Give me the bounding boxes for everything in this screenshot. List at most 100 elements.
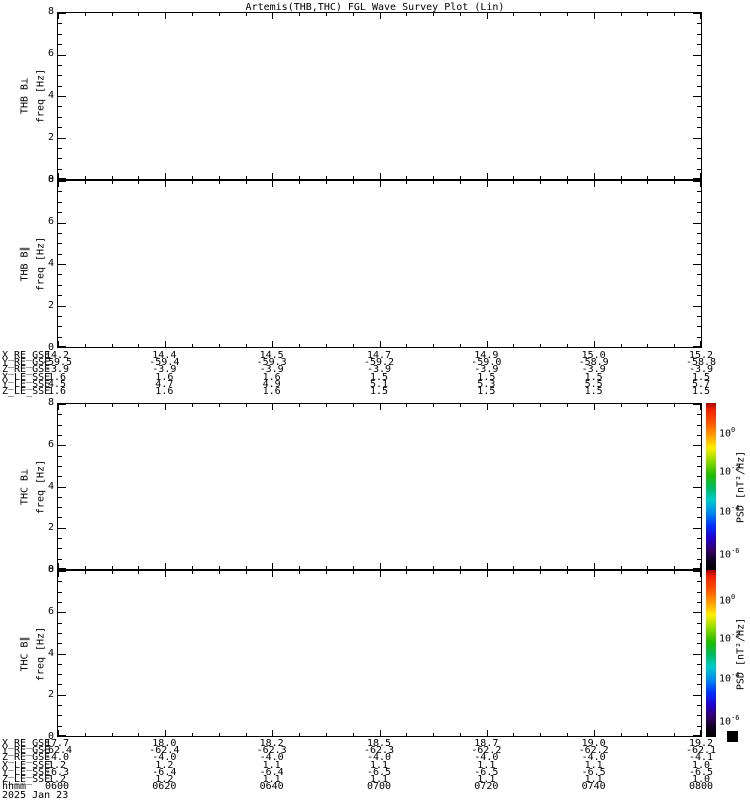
- thb-ephemeris-row-label: X_LE_SSE: [2, 371, 51, 383]
- y-tick-mark: [697, 643, 701, 644]
- x-tick-mark: [353, 176, 354, 179]
- thb-ephemeris-value: -59.3: [256, 357, 287, 369]
- x-tick-mark: [700, 404, 701, 410]
- x-tick-mark: [165, 730, 166, 736]
- thc-ephemeris-value: 1.1: [477, 759, 496, 771]
- x-tick-mark: [246, 571, 247, 574]
- y-tick-mark: [58, 414, 62, 415]
- x-tick-mark: [380, 341, 381, 347]
- y-tick-mark: [697, 592, 701, 593]
- y-tick-mark: [58, 664, 62, 665]
- x-tick-mark: [433, 13, 434, 16]
- y-tick-mark: [58, 96, 66, 97]
- x-tick-mark: [138, 181, 139, 184]
- x-tick-mark: [567, 13, 568, 16]
- x-tick-mark: [219, 181, 220, 184]
- x-tick-mark: [700, 173, 701, 179]
- x-tick-mark: [192, 181, 193, 184]
- y-tick-mark: [693, 487, 701, 488]
- thc-ephemeris-value: -62.2: [471, 745, 502, 757]
- thb-ephemeris-value: -58.8: [685, 357, 717, 369]
- x-tick-mark: [138, 566, 139, 569]
- x-tick-mark: [487, 563, 488, 569]
- time-tick-label: 0640: [259, 781, 284, 793]
- x-tick-mark: [567, 571, 568, 574]
- x-tick-mark: [594, 181, 595, 187]
- x-tick-mark: [112, 733, 113, 736]
- x-tick-mark: [138, 176, 139, 179]
- y-tick-mark: [697, 243, 701, 244]
- y-tick-mark: [693, 306, 701, 307]
- y-tick-mark: [697, 414, 701, 415]
- thc-ephemeris-value: 1.1: [262, 759, 281, 771]
- y-tick-mark: [697, 674, 701, 675]
- x-tick-mark: [621, 733, 622, 736]
- x-tick-mark: [272, 13, 273, 19]
- thb-ephemeris-value: -59.5: [41, 357, 73, 369]
- x-tick-mark: [406, 404, 407, 407]
- x-tick-mark: [85, 176, 86, 179]
- x-tick-mark: [460, 733, 461, 736]
- x-tick-mark: [513, 571, 514, 574]
- x-tick-mark: [567, 176, 568, 179]
- x-tick-mark: [594, 13, 595, 19]
- thc-ephemeris-value: -62.4: [149, 745, 180, 757]
- x-tick-mark: [112, 176, 113, 179]
- x-tick-mark: [380, 404, 381, 410]
- y-tick-mark: [697, 466, 701, 467]
- date-label: 2025 Jan 23: [2, 789, 69, 800]
- y-tick-mark: [697, 623, 701, 624]
- y-tick-mark: [693, 138, 701, 139]
- thc-ephemeris-value: -6.5: [366, 766, 392, 778]
- y-tick-mark: [697, 316, 701, 317]
- x-tick-mark: [621, 176, 622, 179]
- x-tick-mark: [460, 176, 461, 179]
- y-tick-mark: [58, 466, 62, 467]
- x-tick-mark: [594, 341, 595, 347]
- y-tick-mark: [58, 243, 62, 244]
- x-tick-mark: [353, 566, 354, 569]
- thb-ephemeris-value: -59.4: [149, 357, 180, 369]
- thb-ephemeris-value: 1.5: [369, 386, 389, 397]
- time-tick-label: 0740: [581, 781, 606, 793]
- x-tick-mark: [647, 404, 648, 407]
- x-tick-mark: [58, 404, 59, 410]
- x-tick-mark: [406, 344, 407, 347]
- thb-ephemeris-value: 14.5: [259, 350, 284, 361]
- thc-ephemeris-value: 19.0: [581, 738, 606, 749]
- x-tick-mark: [433, 404, 434, 407]
- x-tick-mark: [299, 571, 300, 574]
- x-tick-mark: [700, 563, 701, 569]
- y-tick-mark: [58, 117, 62, 118]
- x-tick-mark: [540, 176, 541, 179]
- thb-ephemeris-value: -3.9: [44, 364, 70, 376]
- y-tick-mark: [58, 456, 62, 457]
- y-tick-mark: [58, 612, 66, 613]
- x-tick-mark: [460, 13, 461, 16]
- thb-ephemeris-value: 1.6: [155, 371, 174, 383]
- x-tick-mark: [460, 404, 461, 407]
- thc-ephemeris-row-label: Z_RE_GSE: [2, 752, 51, 764]
- y-tick-mark: [58, 568, 66, 569]
- x-tick-mark: [85, 13, 86, 16]
- x-tick-mark: [460, 181, 461, 184]
- x-tick-mark: [647, 733, 648, 736]
- y-tick-label: 2: [47, 300, 54, 311]
- y-tick-label: 6: [47, 48, 54, 59]
- y-tick-mark: [697, 295, 701, 296]
- thb-ephemeris-value: -3.9: [152, 364, 177, 376]
- x-tick-mark: [58, 563, 59, 569]
- x-tick-mark: [192, 176, 193, 179]
- y-tick-mark: [697, 202, 701, 203]
- x-tick-mark: [112, 571, 113, 574]
- x-tick-mark: [567, 733, 568, 736]
- y-tick-mark: [693, 223, 701, 224]
- x-tick-mark: [513, 181, 514, 184]
- x-tick-mark: [246, 404, 247, 407]
- freq-axis-label: freq [Hz]: [35, 459, 47, 514]
- x-tick-mark: [513, 13, 514, 16]
- x-tick-mark: [85, 733, 86, 736]
- thb-ephemeris-value: 5.1: [369, 378, 389, 390]
- x-tick-mark: [219, 404, 220, 407]
- thb-ephemeris-value: 1.6: [262, 386, 281, 397]
